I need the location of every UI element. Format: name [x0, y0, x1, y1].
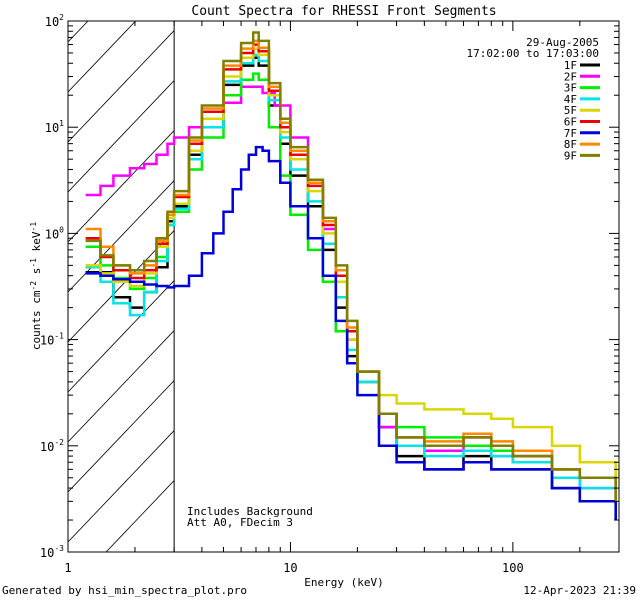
- series-line-7f: [85, 145, 617, 520]
- series-line-8f: [85, 39, 617, 502]
- y-tick-label: 101: [45, 119, 64, 135]
- x-tick-label: 10: [283, 561, 297, 575]
- legend-label-2f: 2F: [564, 70, 577, 83]
- series-line-9f: [85, 31, 617, 502]
- plot-frame: [67, 20, 620, 553]
- observation-time-range: 17:02:00 to 17:03:00: [467, 47, 599, 60]
- series-line-2f: [85, 85, 617, 502]
- footer-generator: Generated by hsi_min_spectra_plot.pro: [2, 584, 247, 597]
- footer-timestamp: 12-Apr-2023 21:39: [523, 584, 636, 597]
- hatch-line: [68, 30, 175, 143]
- annotation-background: Includes Background: [187, 505, 313, 518]
- y-tick-label: 102: [45, 13, 64, 29]
- x-axis-label: Energy (keV): [304, 576, 383, 589]
- series-lines: [85, 31, 617, 520]
- annotation-attenuator: Att A0, FDecim 3: [187, 516, 293, 529]
- hatch-line: [68, 280, 175, 393]
- x-tick-label: 100: [502, 561, 524, 575]
- legend-label-5f: 5F: [564, 104, 577, 117]
- legend-label-9f: 9F: [564, 149, 577, 162]
- y-tick-labels: 102 101 100 10-1 10-2 10-3: [40, 13, 64, 560]
- hatch-line: [68, 21, 137, 93]
- hatch-line: [68, 430, 175, 543]
- hatch-line: [68, 80, 175, 193]
- hatch-line: [68, 180, 175, 293]
- y-tick-label: 10-2: [40, 438, 64, 454]
- series-line-4f: [85, 53, 617, 502]
- y-tick-label: 10-3: [40, 544, 64, 560]
- hatch-line: [68, 380, 175, 493]
- hatch-line: [68, 130, 175, 243]
- y-tick-label: 100: [45, 225, 64, 241]
- legend-label-7f: 7F: [564, 127, 577, 140]
- chart-title: Count Spectra for RHESSI Front Segments: [191, 4, 496, 19]
- legend-label-1f: 1F: [564, 59, 577, 72]
- legend-label-6f: 6F: [564, 116, 577, 129]
- legend-label-4f: 4F: [564, 93, 577, 106]
- hatch-line: [105, 480, 175, 552]
- hatched-region: [68, 21, 175, 552]
- legend-label-3f: 3F: [564, 82, 577, 95]
- series-line-6f: [85, 43, 617, 502]
- y-tick-label: 10-1: [40, 332, 64, 348]
- legend-label-8f: 8F: [564, 138, 577, 151]
- observation-date: 29-Aug-2005: [526, 36, 599, 49]
- x-tick-labels: 1 10 100: [64, 561, 523, 575]
- y-axis-label: counts cm-2 s-1 keV-1: [29, 222, 43, 350]
- hatch-line: [68, 330, 175, 443]
- x-tick-label: 1: [64, 561, 71, 575]
- axis-ticks: [67, 20, 620, 553]
- hatch-line: [68, 21, 89, 43]
